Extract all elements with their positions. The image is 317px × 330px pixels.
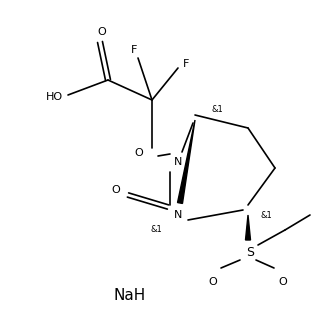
Text: &1: &1 [211,106,223,115]
Text: O: O [98,27,107,37]
Text: N: N [174,210,182,220]
Text: NaH: NaH [114,287,146,303]
Text: F: F [131,45,137,55]
Text: N: N [174,157,182,167]
Polygon shape [178,120,195,203]
Text: F: F [183,59,189,69]
Text: O: O [279,277,288,287]
Text: HO: HO [45,92,62,102]
Text: &1: &1 [150,225,162,235]
Text: O: O [209,277,217,287]
Text: S: S [246,246,254,258]
Text: &1: &1 [260,211,272,219]
Text: O: O [112,185,120,195]
Text: O: O [135,148,143,158]
Polygon shape [245,215,250,240]
